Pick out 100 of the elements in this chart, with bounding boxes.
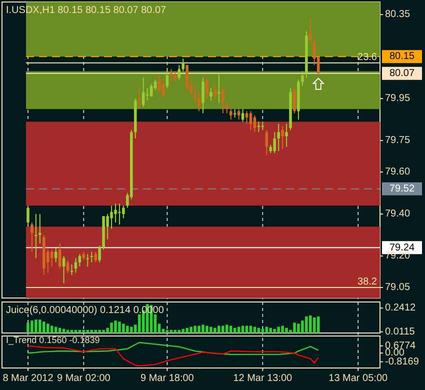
candlestick: [273, 132, 276, 154]
candlestick: [30, 222, 34, 252]
bar: [285, 328, 288, 333]
candlestick: [214, 83, 216, 100]
bar: [90, 330, 94, 333]
bar: [265, 326, 268, 333]
y-tick-label: 80.35: [385, 9, 410, 20]
line-series: [27, 345, 319, 366]
candlestick: [210, 88, 212, 102]
candlestick: [90, 251, 94, 263]
candlestick: [202, 77, 204, 114]
y-tick-label: -0.8169: [385, 356, 420, 368]
bar: [30, 320, 34, 333]
bar: [46, 324, 50, 333]
candlestick: [150, 83, 153, 97]
y-tick-label: 79.60: [385, 166, 410, 178]
candlestick: [218, 72, 220, 104]
bar: [182, 328, 185, 333]
bar: [316, 316, 320, 333]
bar: [221, 326, 224, 333]
candlestick: [301, 70, 304, 86]
ref-line-label: 80.15: [389, 51, 415, 62]
candlestick: [94, 251, 97, 263]
bar: [126, 326, 129, 333]
y-tick-label: 79.95: [385, 93, 410, 104]
candlestick: [182, 58, 185, 72]
bar: [293, 322, 296, 333]
candlestick: [146, 88, 149, 102]
bar: [301, 320, 304, 333]
bar: [26, 322, 30, 333]
candlestick: [277, 123, 280, 152]
bar: [312, 318, 316, 333]
bar: [277, 326, 280, 333]
candlestick: [249, 110, 252, 131]
y-tick-label: 79.05: [385, 282, 410, 294]
bar: [102, 330, 105, 333]
candlestick: [285, 123, 288, 148]
annotation: 38.2: [358, 276, 378, 288]
candlestick: [114, 203, 117, 223]
candlestick: [194, 83, 196, 104]
bar: [114, 320, 117, 333]
candlestick: [309, 18, 312, 44]
x-tick-label: 12 Mar 13:00: [233, 373, 293, 384]
candlestick: [221, 88, 224, 114]
candlestick: [78, 253, 82, 268]
candlestick: [225, 102, 228, 114]
x-tick-label: 9 Mar 02:00: [56, 373, 111, 384]
bar: [118, 322, 121, 333]
candlestick: [34, 214, 38, 259]
y-tick-label: 79.20: [385, 250, 410, 262]
candlestick: [110, 205, 113, 230]
candlestick: [38, 214, 42, 244]
candlestick: [118, 203, 121, 226]
bar: [297, 324, 300, 333]
candlestick: [257, 121, 260, 133]
y-tick-label: 0.00: [385, 348, 405, 359]
candlestick: [178, 64, 181, 80]
bar: [218, 326, 220, 333]
bar: [214, 328, 216, 333]
candlestick: [206, 77, 208, 100]
bar: [138, 314, 141, 333]
bar: [198, 326, 200, 333]
candlestick: [265, 130, 268, 156]
candlestick: [98, 245, 101, 263]
candlestick: [138, 88, 141, 110]
candlestick: [253, 114, 256, 133]
candlestick: [237, 108, 240, 120]
candlestick: [186, 64, 188, 91]
bar: [178, 330, 181, 333]
bar: [130, 326, 133, 333]
bar: [42, 322, 46, 333]
bar: [122, 324, 125, 333]
bar: [98, 330, 101, 333]
bar: [225, 324, 228, 333]
y-tick-label: 0.2412: [385, 302, 416, 314]
x-tick-label: 13 Mar 05:00: [328, 373, 388, 384]
chart-title: I_Trend 0.1560 -0.1839: [6, 335, 100, 345]
candlestick: [58, 242, 62, 270]
bar: [194, 326, 196, 333]
candlestick: [198, 92, 200, 112]
ref-line-label: 79.52: [389, 183, 415, 194]
x-tick-label: 8 Mar 2012: [2, 373, 54, 384]
bar: [190, 326, 192, 333]
bar: [206, 326, 208, 333]
annotation: 23.6: [358, 52, 378, 63]
bar: [269, 328, 272, 333]
bar: [94, 330, 97, 333]
candlestick: [70, 264, 74, 276]
bar: [210, 326, 212, 333]
x-tick-label: 9 Mar 18:00: [140, 373, 194, 384]
bar: [202, 324, 204, 333]
bar: [110, 322, 113, 333]
candlestick: [281, 125, 284, 150]
y-tick-label: 79.40: [385, 208, 410, 220]
candlestick: [158, 74, 161, 93]
ref-line-label: 80.07: [389, 68, 415, 80]
candlestick: [62, 256, 66, 284]
y-tick-label: 79.75: [385, 135, 410, 146]
candlestick: [166, 68, 169, 89]
candlestick: [229, 108, 232, 120]
